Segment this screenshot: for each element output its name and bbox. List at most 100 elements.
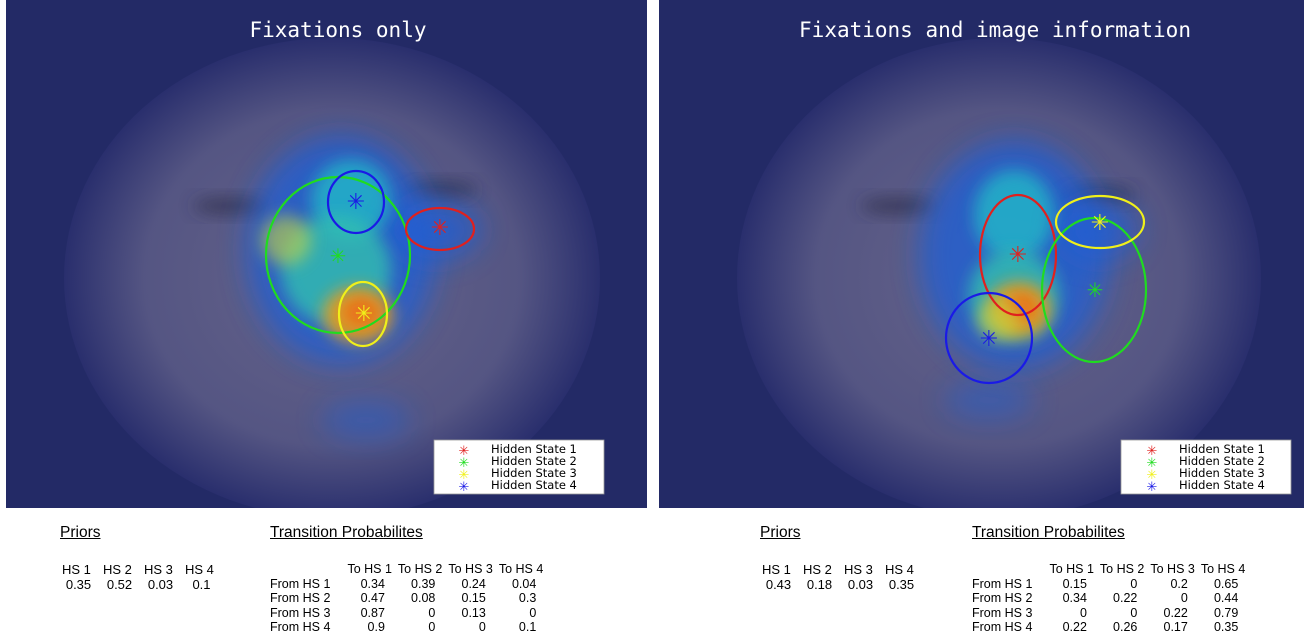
transition-table: To HS 1 To HS 2 To HS 3 To HS 4 From HS … [267, 562, 546, 635]
hidden-state-4-ellipse [326, 169, 386, 235]
hidden-state-2-ellipse [1040, 216, 1148, 364]
cell-value: 0.15 [1062, 576, 1087, 591]
transition-heading: Transition Probabilites [270, 524, 423, 541]
cell-value: 0 [1130, 576, 1138, 591]
hidden-state-1-center-icon: ✳ [431, 216, 449, 241]
priors-value: 0.03 [147, 577, 174, 592]
hidden-state-1-ellipse [404, 206, 476, 252]
table-row: From HS 1 0.15 0 0.2 0.65 [969, 577, 1248, 592]
hidden-state-3-ellipse [1054, 194, 1146, 250]
legend: ✳ ✳ ✳ ✳ Hidden State 1 Hidden State 2 Hi… [1120, 439, 1292, 495]
cell-value: 0.22 [1163, 605, 1188, 620]
priors-value: 0.43 [765, 577, 792, 592]
panel-title: Fixations only [249, 18, 426, 42]
column-header: To HS 3 [448, 562, 493, 576]
column-header: To HS 3 [1150, 562, 1195, 576]
legend-entry: Hidden State 1 [1179, 442, 1265, 456]
column-header: To HS 1 [1049, 562, 1094, 576]
priors-value-row: 0.35 0.52 0.03 0.1 [58, 577, 222, 592]
transition-table: To HS 1 To HS 2 To HS 3 To HS 4 From HS … [969, 562, 1248, 635]
legend: ✳ ✳ ✳ ✳ Hidden State 1 Hidden State 2 Hi… [433, 439, 605, 495]
panel-fixations-only: ✳ ✳ ✳ ✳ Fixations only ✳ ✳ ✳ ✳ Hidden St… [6, 0, 647, 508]
hidden-state-1-center-icon: ✳ [1009, 243, 1027, 268]
hidden-state-2-center-icon: ✳ [330, 244, 347, 268]
priors-value: 0.18 [806, 577, 833, 592]
priors-value: 0.03 [847, 577, 874, 592]
hidden-state-1-ellipse [978, 193, 1058, 317]
legend-entry: Hidden State 2 [1179, 454, 1265, 468]
priors-header-row: HS 1 HS 2 HS 3 HS 4 [762, 562, 926, 577]
table-header-row: To HS 1 To HS 2 To HS 3 To HS 4 [969, 562, 1248, 577]
legend-entry: Hidden State 1 [491, 442, 577, 456]
cell-value: 0.3 [518, 591, 537, 605]
eye-shadow-left [861, 197, 937, 215]
priors-header: HS 3 [844, 562, 873, 577]
cell-value: 0.34 [360, 576, 385, 591]
priors-header: HS 3 [144, 562, 173, 577]
heatmap-figure-left: ✳ ✳ ✳ ✳ Fixations only ✳ ✳ ✳ ✳ Hidden St… [6, 0, 647, 508]
legend-marker-icon: ✳ [459, 444, 470, 459]
cell-value: 0.65 [1213, 576, 1239, 591]
cell-value: 0.04 [511, 576, 537, 591]
transition-heading: Transition Probabilites [972, 524, 1125, 541]
cell-value: 0.35 [1213, 620, 1239, 634]
cell-value: 0.87 [360, 605, 385, 620]
legend-entry: Hidden State 2 [491, 454, 577, 468]
table-row: From HS 3 0.87 0 0.13 0 [267, 606, 546, 621]
hidden-state-3-center-icon: ✳ [1091, 211, 1109, 236]
hidden-state-3-center-icon: ✳ [355, 302, 373, 327]
column-header: To HS 1 [347, 562, 392, 576]
column-header: To HS 2 [1099, 562, 1145, 576]
priors-header: HS 2 [803, 562, 832, 577]
hidden-state-3-ellipse [337, 280, 389, 348]
table-row: From HS 1 0.34 0.39 0.24 0.04 [267, 577, 546, 592]
cell-value: 0.1 [518, 620, 537, 634]
cell-value: 0.08 [411, 591, 436, 605]
hidden-state-4-ellipse [944, 291, 1034, 385]
table-row: From HS 2 0.47 0.08 0.15 0.3 [267, 591, 546, 606]
cell-value: 0.15 [461, 591, 486, 605]
eye-shadow-left [193, 197, 269, 215]
priors-heading: Priors [760, 524, 801, 541]
cell-value: 0 [1180, 591, 1188, 605]
table-row: From HS 4 0.22 0.26 0.17 0.35 [969, 620, 1248, 635]
cell-value: 0 [428, 605, 436, 620]
row-label: From HS 3 [972, 605, 1033, 620]
hidden-state-4-center-icon: ✳ [980, 327, 998, 352]
row-label: From HS 4 [972, 620, 1033, 634]
row-label: From HS 1 [972, 576, 1033, 591]
cell-value: 0.34 [1062, 591, 1087, 605]
priors-value: 0.35 [65, 577, 92, 592]
cell-value: 0.17 [1163, 620, 1188, 634]
panel-fixations-and-image-information: ✳ ✳ ✳ ✳ Fixations and image information … [659, 0, 1304, 508]
priors-value: 0.35 [888, 577, 915, 592]
cell-value: 0.24 [461, 576, 486, 591]
row-label: From HS 4 [270, 620, 331, 634]
row-label: From HS 1 [270, 576, 331, 591]
cell-value: 0.79 [1213, 605, 1239, 620]
legend-marker-icon: ✳ [459, 468, 470, 483]
cell-value: 0.39 [411, 576, 436, 591]
cell-value: 0 [1130, 605, 1138, 620]
priors-value: 0.1 [192, 577, 211, 592]
legend-marker-icon: ✳ [1147, 456, 1158, 471]
legend-marker-icon: ✳ [1147, 444, 1158, 459]
column-header: To HS 4 [1200, 562, 1246, 576]
column-header: To HS 2 [397, 562, 443, 576]
table-header-row: To HS 1 To HS 2 To HS 3 To HS 4 [267, 562, 546, 577]
priors-header: HS 4 [885, 562, 914, 577]
priors-header: HS 1 [62, 562, 91, 577]
panel-title: Fixations and image information [799, 18, 1191, 42]
heatmap-figure-right: ✳ ✳ ✳ ✳ Fixations and image information … [659, 0, 1304, 508]
cell-value: 0.13 [461, 605, 486, 620]
legend-marker-icon: ✳ [459, 480, 470, 495]
hidden-state-4-center-icon: ✳ [347, 190, 365, 215]
cell-value: 0.44 [1213, 591, 1239, 605]
row-label: From HS 3 [270, 605, 331, 620]
cell-value: 0.26 [1113, 620, 1138, 634]
legend-entry: Hidden State 3 [491, 466, 577, 480]
cell-value: 0.22 [1113, 591, 1138, 605]
table-row: From HS 4 0.9 0 0 0.1 [267, 620, 546, 635]
priors-heading: Priors [60, 524, 101, 541]
priors-header: HS 2 [103, 562, 132, 577]
